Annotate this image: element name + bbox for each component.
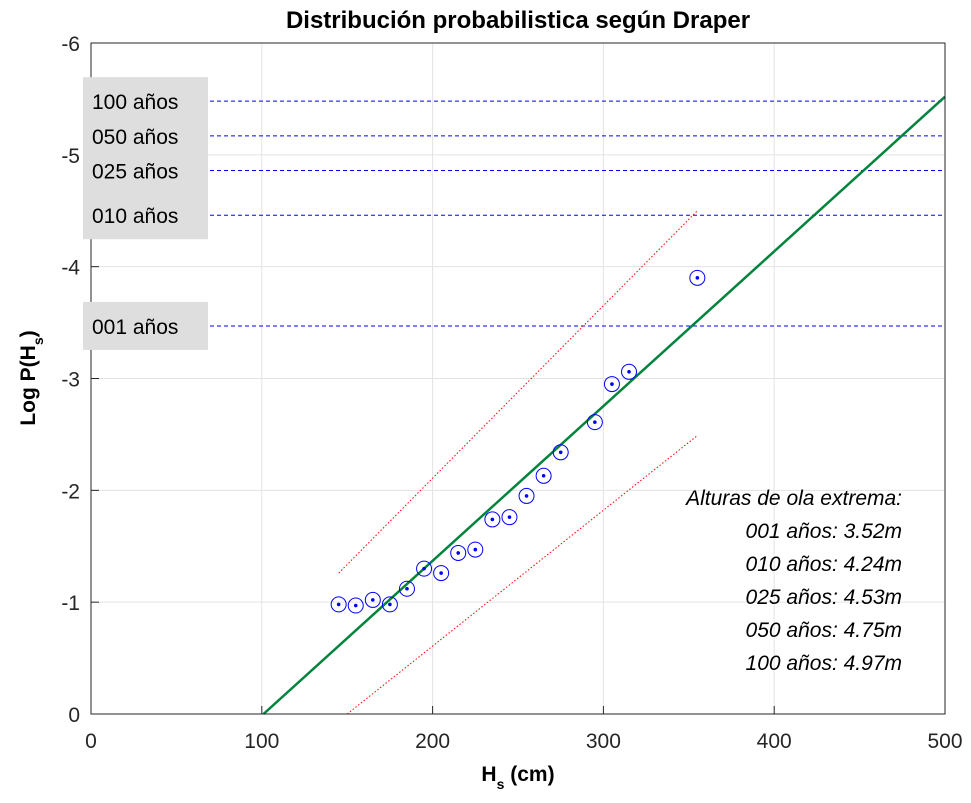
- data-point: [484, 511, 501, 528]
- annotation-line: 025 años: 4.53m: [746, 586, 902, 609]
- return-period-lines: [91, 100, 945, 327]
- confidence-bands: [338, 210, 698, 715]
- point-dot: [456, 551, 461, 555]
- point-circle: [364, 591, 381, 608]
- y-axis-ticks: 0 -1 -2 -3 -4 -5 -6: [61, 33, 99, 727]
- confidence-band-line: [346, 435, 698, 715]
- x-tick-label: 200: [415, 730, 450, 753]
- point-dot: [627, 369, 631, 374]
- return-label-box: [83, 301, 208, 350]
- fit-line: [262, 95, 946, 715]
- x-axis-ticks: 0 100 200 300 400 500: [85, 706, 963, 753]
- data-point: [535, 467, 552, 484]
- point-circle: [621, 363, 638, 380]
- point-circle: [501, 509, 518, 526]
- point-dot: [524, 494, 529, 498]
- point-circle: [518, 487, 535, 504]
- point-circle: [433, 565, 450, 582]
- return-period-label: 025 años: [92, 160, 178, 183]
- y-tick-label: -5: [61, 145, 80, 168]
- point-dot: [371, 598, 375, 602]
- data-point: [416, 560, 433, 577]
- data-point: [433, 565, 450, 582]
- data-points: [330, 269, 706, 614]
- point-circle: [586, 414, 603, 431]
- point-dot: [490, 517, 495, 522]
- data-point: [398, 580, 415, 597]
- data-point: [450, 544, 467, 561]
- point-dot: [593, 420, 597, 424]
- y-tick-label: -4: [61, 257, 80, 280]
- data-point: [381, 596, 398, 613]
- point-circle: [347, 597, 364, 614]
- data-point: [364, 591, 381, 608]
- data-point: [330, 596, 347, 613]
- point-dot: [541, 473, 546, 478]
- point-circle: [603, 376, 620, 393]
- point-dot: [336, 602, 341, 607]
- point-dot: [439, 571, 443, 575]
- point-dot: [473, 547, 478, 552]
- x-tick-label: 400: [757, 730, 792, 753]
- fit-line-group: [262, 95, 946, 715]
- data-point: [518, 487, 535, 504]
- point-dot: [695, 276, 700, 280]
- point-circle: [416, 560, 433, 577]
- point-circle: [381, 596, 398, 613]
- y-tick-label: -3: [61, 369, 80, 392]
- return-period-label: 001 años: [92, 316, 178, 339]
- annotation-line: 010 años: 4.24m: [746, 553, 902, 576]
- point-dot: [422, 566, 426, 571]
- point-dot: [388, 602, 392, 607]
- point-dot: [405, 586, 409, 591]
- annotation-line: 001 años: 3.52m: [746, 520, 902, 543]
- y-tick-label: -1: [61, 592, 80, 615]
- point-dot: [507, 515, 512, 519]
- point-circle: [398, 580, 415, 597]
- point-circle: [467, 541, 484, 558]
- point-dot: [610, 382, 614, 386]
- point-circle: [450, 544, 467, 561]
- grid-lines: [90, 42, 946, 715]
- data-point: [467, 541, 484, 558]
- point-dot: [558, 450, 563, 455]
- x-tick-label: 0: [85, 730, 97, 753]
- point-circle: [535, 467, 552, 484]
- point-circle: [330, 596, 347, 613]
- data-point: [552, 444, 569, 461]
- y-tick-label: -2: [61, 480, 80, 503]
- y-axis-label: Log P(Hs): [17, 330, 46, 425]
- extreme-wave-annotation: Alturas de ola extrema: 001 años: 3.52m …: [684, 487, 902, 675]
- return-period-labels: 001 años 010 años 025 años 050 años 100 años: [83, 77, 208, 350]
- y-tick-label: 0: [68, 704, 80, 727]
- point-circle: [484, 511, 501, 528]
- annotation-line: 100 años: 4.97m: [746, 652, 902, 675]
- x-tick-label: 500: [927, 730, 962, 753]
- chart-title: Distribución probabilistica según Draper: [286, 7, 750, 34]
- annotation-heading: Alturas de ola extrema:: [684, 487, 902, 510]
- y-tick-label: -6: [61, 33, 80, 56]
- point-dot: [353, 603, 358, 608]
- return-period-label: 010 años: [92, 205, 178, 228]
- return-period-label: 050 años: [92, 126, 178, 149]
- data-point: [501, 509, 518, 526]
- data-point: [621, 363, 638, 380]
- x-tick-label: 100: [244, 730, 279, 753]
- return-period-label: 100 años: [92, 91, 178, 114]
- x-tick-label: 300: [586, 730, 621, 753]
- return-label-box: [83, 77, 208, 240]
- data-point: [347, 597, 364, 614]
- data-point: [603, 376, 620, 393]
- data-point: [586, 414, 603, 431]
- x-axis-label: Hs (cm): [481, 763, 554, 792]
- point-circle: [552, 444, 569, 461]
- point-circle: [689, 269, 706, 286]
- confidence-band-line: [338, 210, 698, 574]
- annotation-line: 050 años: 4.75m: [746, 619, 902, 642]
- data-point: [689, 269, 706, 286]
